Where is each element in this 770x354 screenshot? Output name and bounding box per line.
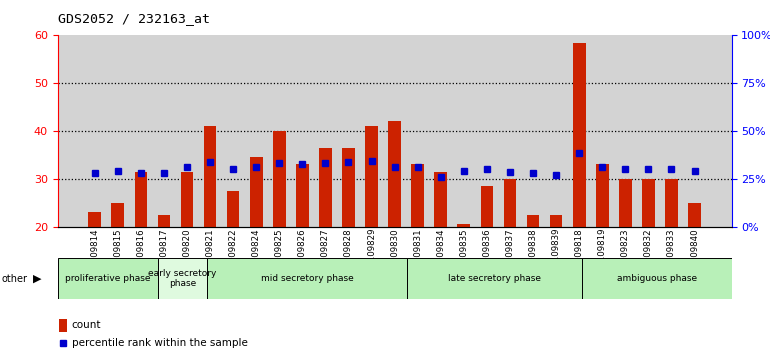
Text: early secretory
phase: early secretory phase bbox=[149, 269, 216, 289]
Bar bbox=[342, 148, 355, 227]
Text: late secretory phase: late secretory phase bbox=[448, 274, 541, 283]
Bar bbox=[480, 186, 494, 227]
Bar bbox=[89, 212, 101, 227]
Bar bbox=[158, 215, 170, 227]
Bar bbox=[688, 202, 701, 227]
Bar bbox=[158, 258, 207, 299]
Bar bbox=[550, 215, 562, 227]
Text: ▶: ▶ bbox=[33, 274, 42, 284]
Bar bbox=[619, 179, 631, 227]
Bar bbox=[227, 191, 239, 227]
Bar bbox=[135, 172, 147, 227]
Text: GDS2052 / 232163_at: GDS2052 / 232163_at bbox=[58, 12, 209, 25]
Bar bbox=[527, 215, 540, 227]
Text: proliferative phase: proliferative phase bbox=[65, 274, 150, 283]
Bar bbox=[273, 131, 286, 227]
Bar bbox=[411, 164, 424, 227]
Bar bbox=[665, 179, 678, 227]
Bar bbox=[434, 172, 447, 227]
Bar bbox=[296, 164, 309, 227]
Text: ambiguous phase: ambiguous phase bbox=[617, 274, 697, 283]
Bar bbox=[58, 258, 158, 299]
Bar bbox=[207, 258, 407, 299]
Text: mid secretory phase: mid secretory phase bbox=[261, 274, 353, 283]
Bar bbox=[504, 179, 517, 227]
Bar bbox=[59, 319, 67, 332]
Bar bbox=[388, 121, 401, 227]
Bar bbox=[642, 179, 654, 227]
Bar bbox=[407, 258, 582, 299]
Bar bbox=[582, 258, 732, 299]
Text: count: count bbox=[72, 320, 101, 330]
Bar bbox=[204, 126, 216, 227]
Bar bbox=[181, 172, 193, 227]
Bar bbox=[365, 126, 378, 227]
Text: percentile rank within the sample: percentile rank within the sample bbox=[72, 338, 247, 348]
Bar bbox=[457, 224, 470, 227]
Bar bbox=[249, 157, 263, 227]
Bar bbox=[319, 148, 332, 227]
Bar bbox=[573, 42, 585, 227]
Bar bbox=[596, 164, 608, 227]
Bar bbox=[112, 202, 124, 227]
Text: other: other bbox=[2, 274, 28, 284]
